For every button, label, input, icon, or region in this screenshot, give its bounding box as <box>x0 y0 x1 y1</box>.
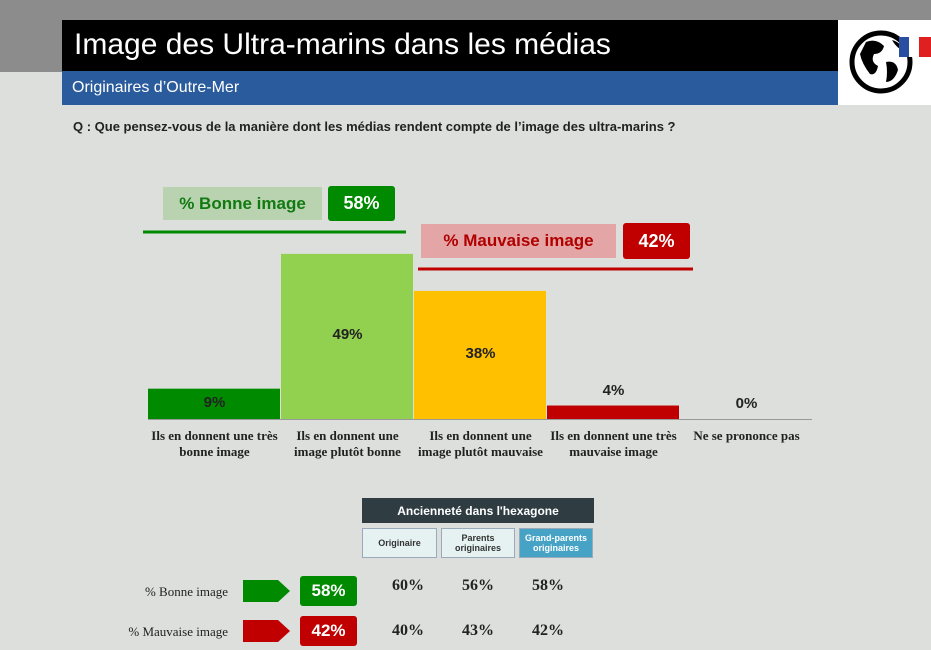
row-total: 42% <box>300 616 357 646</box>
value-label: 9% <box>203 393 226 411</box>
title: Image des Ultra-marins dans les médias <box>62 20 838 71</box>
column-header: Grand-parents originaires <box>519 528 593 558</box>
bar <box>414 290 546 419</box>
bad-label: % Mauvaise image <box>421 224 616 258</box>
arrow <box>243 620 290 642</box>
bar <box>547 405 679 419</box>
row-value: 40% <box>392 622 424 639</box>
x-tick-label: Ils en donnent une image plutôt bonne <box>294 428 401 459</box>
row-label: % Mauvaise image <box>128 624 228 639</box>
row-total: 58% <box>300 576 357 606</box>
value-label: 0% <box>735 395 758 412</box>
row-value: 56% <box>462 577 494 594</box>
x-tick-label: Ils en donnent une très bonne image <box>151 428 278 459</box>
good-total: 58% <box>328 186 395 221</box>
table-title: Ancienneté dans l'hexagone <box>362 498 594 523</box>
column-header: Originaire <box>362 528 437 558</box>
bar <box>148 388 280 419</box>
side-band <box>0 20 62 72</box>
subtitle: Originaires d’Outre-Mer <box>62 71 838 105</box>
x-tick-label: Ils en donnent une très mauvaise image <box>550 428 677 459</box>
bad-total: 42% <box>623 223 690 259</box>
value-label: 4% <box>602 381 625 399</box>
value-label: 38% <box>465 344 496 362</box>
row-value: 42% <box>532 622 564 639</box>
question: Q : Que pensez-vous de la manière dont l… <box>73 119 676 134</box>
x-tick-label: Ils en donnent une image plutôt mauvaise <box>418 428 543 459</box>
row-value: 43% <box>462 622 494 639</box>
bar <box>281 253 413 419</box>
row-value: 58% <box>532 577 564 594</box>
arrow <box>243 580 290 602</box>
top-band <box>0 0 931 20</box>
value-label: 49% <box>332 326 363 344</box>
row-value: 60% <box>392 577 424 594</box>
logo-box <box>838 20 931 105</box>
x-tick-label: Ne se prononce pas <box>693 428 800 443</box>
globe-icon <box>849 30 931 94</box>
row-label: % Bonne image <box>144 584 228 599</box>
good-label: % Bonne image <box>163 187 322 220</box>
column-header: Parents originaires <box>441 528 515 558</box>
